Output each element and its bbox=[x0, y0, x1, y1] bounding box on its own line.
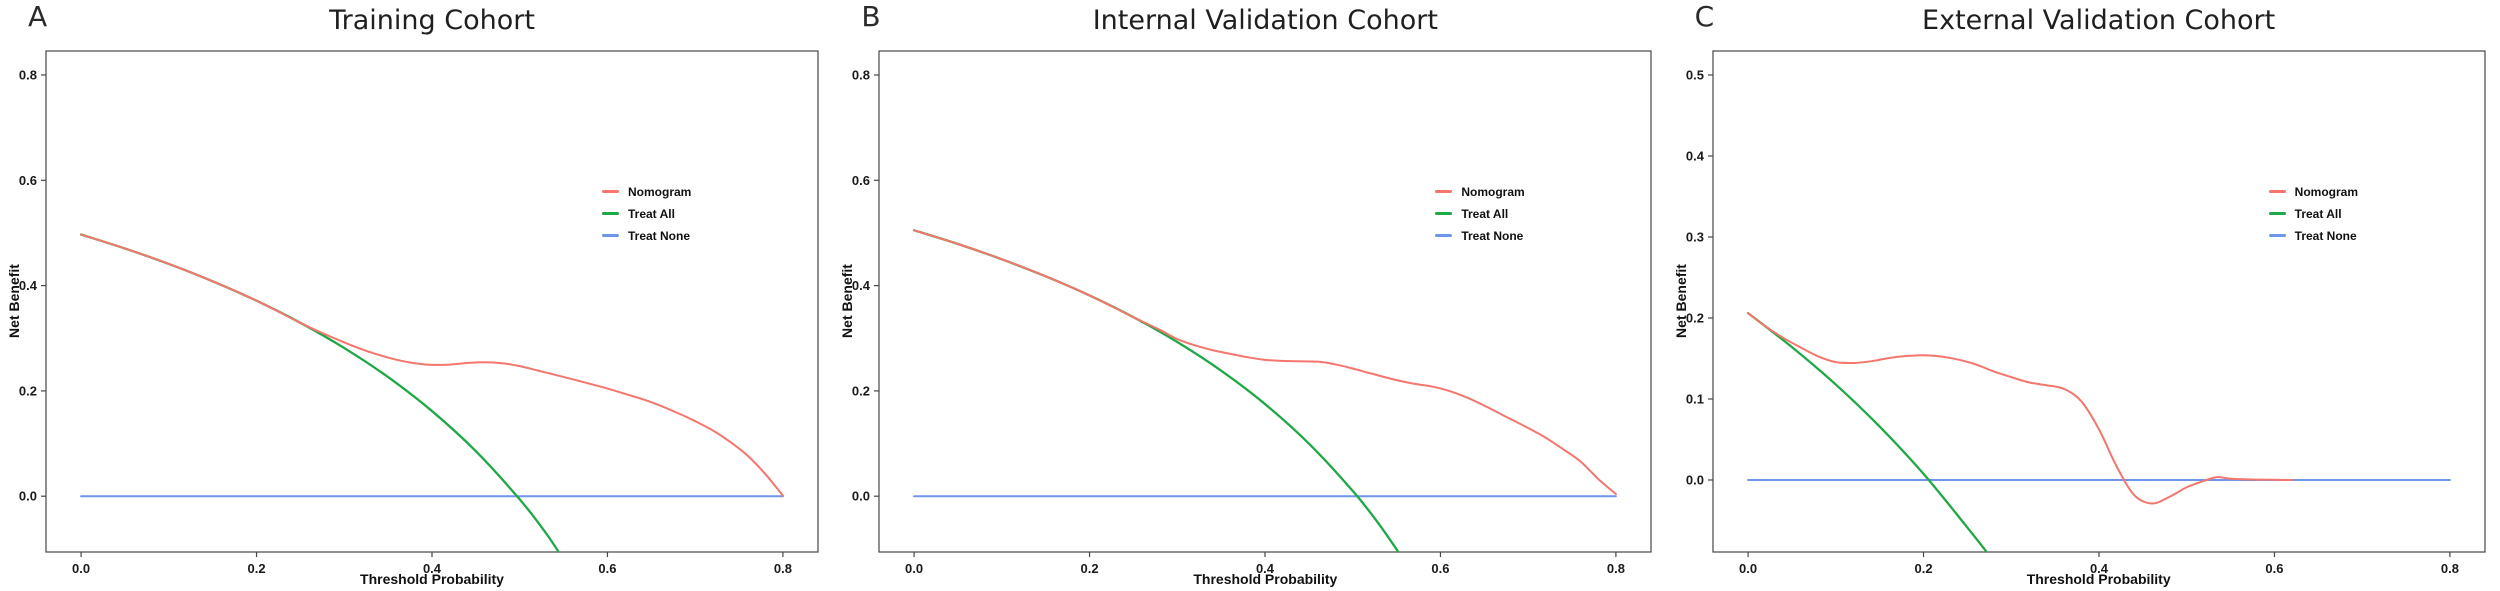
x-axis-label: Threshold Probability bbox=[2026, 571, 2171, 587]
x-tick-label: 0.4 bbox=[2090, 561, 2109, 576]
y-tick-label: 0.3 bbox=[1686, 229, 1704, 244]
y-tick-label: 0.6 bbox=[19, 173, 37, 188]
legend-label: Treat All bbox=[1461, 206, 1509, 221]
x-tick-label: 0.2 bbox=[248, 561, 266, 576]
y-tick-label: 0.1 bbox=[1686, 391, 1704, 406]
legend-item-treat-all: Treat All bbox=[602, 206, 691, 221]
panel-title: Internal Validation Cohort bbox=[1092, 5, 1438, 36]
x-tick-label: 0.2 bbox=[1914, 561, 1932, 576]
y-tick-label: 0.5 bbox=[1686, 67, 1704, 82]
plot-frame bbox=[45, 50, 819, 553]
legend-label: Nomogram bbox=[628, 184, 692, 199]
x-tick-label: 0.0 bbox=[72, 561, 90, 576]
y-tick-label: 0.0 bbox=[1686, 472, 1704, 487]
legend-item-treat-all: Treat All bbox=[1435, 206, 1524, 221]
legend-label: Treat All bbox=[628, 206, 675, 221]
legend-item-treat-none: Treat None bbox=[1435, 228, 1524, 243]
x-tick-label: 0.6 bbox=[1432, 561, 1450, 576]
y-tick-label: 0.2 bbox=[852, 383, 870, 398]
panel-title: Training Cohort bbox=[329, 5, 535, 36]
y-tick-label: 0.8 bbox=[852, 68, 870, 83]
legend: Nomogram Treat All Treat None bbox=[602, 184, 691, 243]
panel-letter: B bbox=[861, 0, 881, 33]
nomogram-line-swatch-icon bbox=[2268, 190, 2286, 193]
legend-item-treat-none: Treat None bbox=[2268, 228, 2358, 243]
treat-none-line-swatch-icon bbox=[602, 234, 619, 237]
nomogram-line-swatch-icon bbox=[1435, 190, 1453, 193]
legend-item-nomogram: Nomogram bbox=[602, 184, 691, 199]
nomogram-line-swatch-icon bbox=[602, 190, 619, 193]
y-tick-label: 0.0 bbox=[852, 489, 870, 504]
y-tick-label: 0.8 bbox=[19, 68, 37, 83]
x-tick-label: 0.4 bbox=[1256, 561, 1275, 576]
panel-internal-validation-cohort: B Internal Validation Cohort 0.0 0.2 0.4 0.… bbox=[833, 0, 1666, 591]
panel-training-cohort: A Training Cohort 0.0 0.2 0.4 0.6 0.8 0.0 0.2 0… bbox=[0, 0, 833, 591]
y-tick-label: 0.4 bbox=[852, 278, 871, 293]
y-tick-label: 0.2 bbox=[19, 383, 37, 398]
y-tick-label: 0.4 bbox=[19, 278, 38, 293]
x-tick-label: 0.8 bbox=[1607, 561, 1625, 576]
legend-label: Treat None bbox=[2294, 228, 2357, 243]
y-tick-label: 0.2 bbox=[1686, 310, 1704, 325]
legend: Nomogram Treat All Treat None bbox=[2268, 184, 2358, 243]
plot-frame bbox=[878, 50, 1652, 553]
legend-item-treat-all: Treat All bbox=[2268, 206, 2358, 221]
panel-external-validation-cohort: C External Validation Cohort 0.0 0.1 0.2 0.… bbox=[1667, 0, 2500, 591]
x-tick-label: 0.8 bbox=[774, 561, 792, 576]
legend-item-nomogram: Nomogram bbox=[1435, 184, 1525, 199]
legend-label: Treat None bbox=[628, 228, 691, 243]
panel-letter: C bbox=[1694, 0, 1715, 33]
y-axis-label: Net Benefit bbox=[1672, 264, 1689, 338]
y-tick-label: 0.6 bbox=[852, 173, 870, 188]
treat-none-line-swatch-icon bbox=[1435, 234, 1453, 237]
treat-all-line-swatch-icon bbox=[602, 212, 619, 215]
treat-all-curve bbox=[913, 229, 1401, 552]
x-tick-label: 0.6 bbox=[598, 561, 616, 576]
y-tick-label: 0.4 bbox=[1686, 148, 1705, 163]
plot-area: 0.0 0.2 0.4 0.6 0.8 0.0 0.2 0.4 0.6 0.8 bbox=[19, 50, 819, 576]
treat-none-line-swatch-icon bbox=[2268, 234, 2286, 237]
plot-frame bbox=[1712, 50, 2486, 553]
legend: Nomogram Treat All Treat None bbox=[1435, 184, 1525, 243]
nomogram-curve bbox=[1746, 312, 2293, 505]
panel-letter: A bbox=[28, 0, 48, 33]
treat-all-curve bbox=[79, 233, 561, 552]
legend-label: Treat All bbox=[2294, 206, 2342, 221]
nomogram-curve bbox=[913, 229, 1618, 496]
treat-all-curve bbox=[1746, 311, 1988, 552]
x-tick-label: 0.2 bbox=[1081, 561, 1099, 576]
nomogram-curve bbox=[80, 233, 784, 497]
legend-label: Nomogram bbox=[2294, 184, 2358, 199]
y-axis-label: Net Benefit bbox=[839, 264, 856, 338]
x-tick-label: 0.8 bbox=[2441, 561, 2459, 576]
legend-item-nomogram: Nomogram bbox=[2268, 184, 2358, 199]
y-axis-label: Net Benefit bbox=[6, 264, 22, 338]
x-tick-label: 0.6 bbox=[2265, 561, 2283, 576]
x-tick-label: 0.0 bbox=[1739, 561, 1757, 576]
x-axis-label: Threshold Probability bbox=[1193, 571, 1338, 587]
legend-label: Treat None bbox=[1461, 228, 1524, 243]
legend-label: Nomogram bbox=[1461, 184, 1525, 199]
x-tick-label: 0.0 bbox=[905, 561, 923, 576]
legend-item-treat-none: Treat None bbox=[602, 228, 691, 243]
y-tick-label: 0.0 bbox=[19, 489, 37, 504]
x-tick-label: 0.4 bbox=[423, 561, 442, 576]
x-axis-label: Threshold Probability bbox=[360, 571, 504, 587]
treat-all-line-swatch-icon bbox=[1435, 212, 1453, 215]
treat-all-line-swatch-icon bbox=[2268, 212, 2286, 215]
plot-area: 0.0 0.2 0.4 0.6 0.8 0.0 0.2 0.4 0.6 0.8 bbox=[852, 50, 1652, 576]
plot-area: 0.0 0.1 0.2 0.3 0.4 0.5 0.0 0.2 0.4 0.6 0.8 bbox=[1686, 50, 2486, 576]
panel-title: External Validation Cohort bbox=[1922, 5, 2276, 36]
